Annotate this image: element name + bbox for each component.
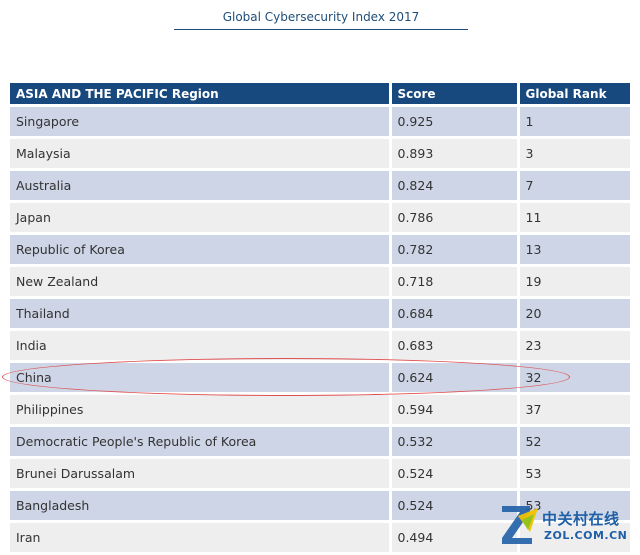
watermark-cn-text: 中关村在线 bbox=[542, 510, 620, 528]
score-cell: 0.494 bbox=[390, 521, 520, 555]
rank-cell: 19 bbox=[518, 265, 630, 299]
table-row: Brunei Darussalam 0.524 53 bbox=[10, 457, 630, 491]
table-row: Thailand 0.684 20 bbox=[10, 297, 630, 331]
watermark-en-text: ZOL.COM.CN bbox=[544, 529, 628, 542]
rank-cell: 37 bbox=[518, 393, 630, 427]
column-header-rank: Global Rank bbox=[518, 83, 630, 107]
rank-cell: 52 bbox=[518, 425, 630, 459]
table-row: Philippines 0.594 37 bbox=[10, 393, 630, 427]
country-cell: Philippines bbox=[10, 393, 392, 427]
country-cell: Singapore bbox=[10, 105, 392, 139]
score-cell: 0.925 bbox=[390, 105, 520, 139]
table-header-row: ASIA AND THE PACIFIC Region Score Global… bbox=[10, 83, 630, 107]
score-cell: 0.786 bbox=[390, 201, 520, 235]
score-cell: 0.532 bbox=[390, 425, 520, 459]
table-row: Australia 0.824 7 bbox=[10, 169, 630, 203]
table-row: New Zealand 0.718 19 bbox=[10, 265, 630, 299]
rank-cell: 32 bbox=[518, 361, 630, 395]
table-row: Singapore 0.925 1 bbox=[10, 105, 630, 139]
score-cell: 0.594 bbox=[390, 393, 520, 427]
rank-cell: 53 bbox=[518, 457, 630, 491]
rank-cell: 20 bbox=[518, 297, 630, 331]
country-cell: Democratic People's Republic of Korea bbox=[10, 425, 392, 459]
watermark: 中关村在线 ZOL.COM.CN bbox=[500, 502, 630, 554]
score-cell: 0.524 bbox=[390, 457, 520, 491]
country-cell: Republic of Korea bbox=[10, 233, 392, 267]
ranking-table: ASIA AND THE PACIFIC Region Score Global… bbox=[10, 83, 630, 555]
score-cell: 0.684 bbox=[390, 297, 520, 331]
table-row-highlighted: China 0.624 32 bbox=[10, 361, 630, 395]
rank-cell bbox=[518, 521, 630, 555]
rank-cell: 11 bbox=[518, 201, 630, 235]
country-cell: Thailand bbox=[10, 297, 392, 331]
score-cell: 0.624 bbox=[390, 361, 520, 395]
score-cell: 0.718 bbox=[390, 265, 520, 299]
country-cell: Bangladesh bbox=[10, 489, 392, 523]
country-cell: Australia bbox=[10, 169, 392, 203]
score-cell: 0.524 bbox=[390, 489, 520, 523]
rank-cell: 13 bbox=[518, 233, 630, 267]
table-row: India 0.683 23 bbox=[10, 329, 630, 363]
country-cell: Japan bbox=[10, 201, 392, 235]
rank-cell: 7 bbox=[518, 169, 630, 203]
table-row: Republic of Korea 0.782 13 bbox=[10, 233, 630, 267]
country-cell: Iran bbox=[10, 521, 392, 555]
country-cell: Malaysia bbox=[10, 137, 392, 171]
page-title: Global Cybersecurity Index 2017 bbox=[174, 9, 468, 30]
table-row: Malaysia 0.893 3 bbox=[10, 137, 630, 171]
column-header-region: ASIA AND THE PACIFIC Region bbox=[10, 83, 392, 107]
country-cell: China bbox=[10, 361, 392, 395]
column-header-score: Score bbox=[390, 83, 520, 107]
table-row: Bangladesh 0.524 53 bbox=[10, 489, 630, 523]
country-cell: Brunei Darussalam bbox=[10, 457, 392, 491]
score-cell: 0.683 bbox=[390, 329, 520, 363]
table-row: Japan 0.786 11 bbox=[10, 201, 630, 235]
score-cell: 0.824 bbox=[390, 169, 520, 203]
rank-cell: 1 bbox=[518, 105, 630, 139]
rank-cell: 3 bbox=[518, 137, 630, 171]
country-cell: New Zealand bbox=[10, 265, 392, 299]
zol-logo-icon bbox=[502, 506, 538, 544]
score-cell: 0.893 bbox=[390, 137, 520, 171]
score-cell: 0.782 bbox=[390, 233, 520, 267]
table-row: Democratic People's Republic of Korea 0.… bbox=[10, 425, 630, 459]
country-cell: India bbox=[10, 329, 392, 363]
rank-cell: 23 bbox=[518, 329, 630, 363]
table-row: Iran 0.494 bbox=[10, 521, 630, 555]
